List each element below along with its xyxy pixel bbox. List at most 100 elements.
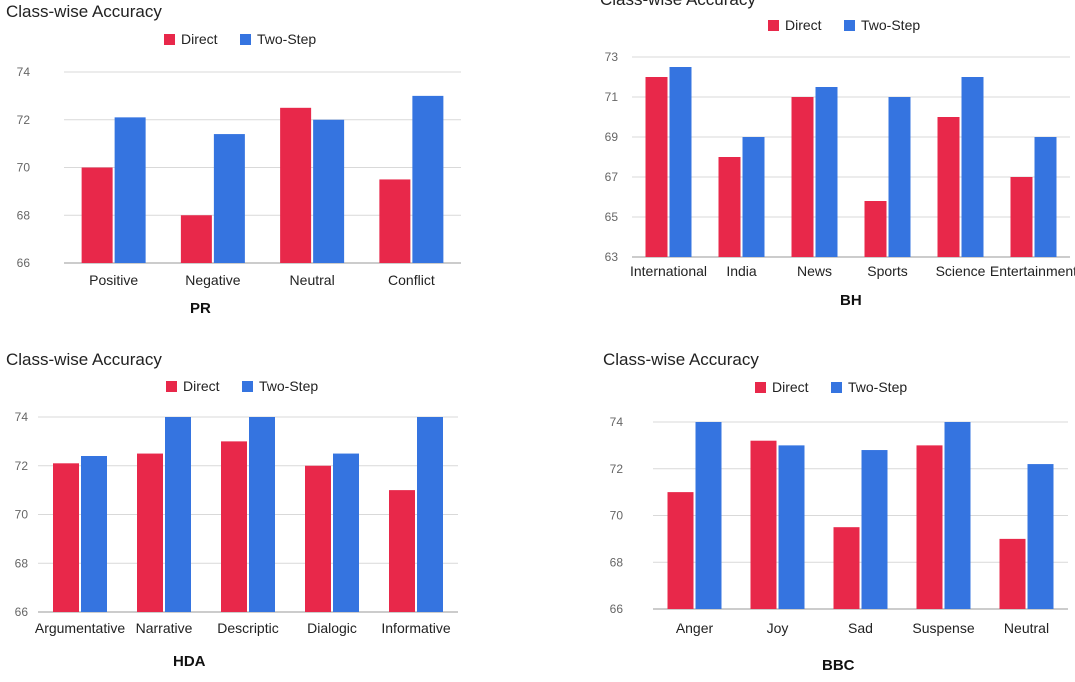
bar-two-step-science bbox=[961, 77, 984, 257]
x-category-label: Science bbox=[936, 263, 986, 279]
chart-panel-pr: Class-wise Accuracy 66 68 70 72 74 Positive Ne… bbox=[6, 2, 476, 320]
legend-label: Two-Step bbox=[848, 379, 907, 395]
x-category-label: Conflict bbox=[388, 272, 435, 288]
bar-two-step-sports bbox=[888, 97, 911, 257]
legend-label: Direct bbox=[183, 378, 220, 394]
bar-direct-argumentative bbox=[53, 463, 79, 612]
bar-direct-suspense bbox=[916, 445, 943, 609]
x-category-label: Entertainment bbox=[990, 263, 1075, 279]
x-category-label: Sad bbox=[848, 620, 873, 636]
x-category-label: Joy bbox=[767, 620, 789, 636]
chart-svg: 63 65 67 69 71 73 International India News Sports… bbox=[605, 17, 1075, 279]
legend-swatch-direct bbox=[768, 20, 779, 31]
chart-title: Class-wise Accuracy bbox=[600, 0, 756, 10]
legend-label: Two-Step bbox=[259, 378, 318, 394]
bar-two-step-india bbox=[742, 137, 765, 257]
y-tick-label: 72 bbox=[610, 462, 624, 476]
x-category-label: Narrative bbox=[136, 620, 193, 636]
bar-two-step-dialogic bbox=[333, 453, 359, 612]
bar-two-step-sad bbox=[861, 450, 888, 609]
bar-direct-joy bbox=[750, 440, 777, 609]
y-tick-label: 67 bbox=[605, 170, 619, 184]
x-category-label: Sports bbox=[867, 263, 907, 279]
bar-two-step-narrative bbox=[165, 417, 191, 612]
x-category-label: Neutral bbox=[1004, 620, 1049, 636]
bar-direct-sad bbox=[833, 527, 860, 609]
legend-swatch-two-step bbox=[844, 20, 855, 31]
bar-two-step-joy bbox=[778, 445, 805, 609]
legend-swatch-direct bbox=[755, 382, 766, 393]
legend-label: Direct bbox=[772, 379, 809, 395]
bar-direct-news bbox=[791, 97, 814, 257]
chart-svg: 66 68 70 72 74 Anger Joy Sad Suspense Neutral Dire… bbox=[610, 379, 1068, 636]
y-tick-label: 68 bbox=[15, 556, 29, 570]
legend-label: Two-Step bbox=[861, 17, 920, 33]
y-tick-label: 71 bbox=[605, 90, 619, 104]
bar-direct-international bbox=[645, 77, 668, 257]
legend-label: Two-Step bbox=[257, 31, 316, 47]
y-tick-label: 66 bbox=[15, 605, 29, 619]
chart-panel-bbc: Class-wise Accuracy 66 68 70 72 74 Anger Joy Sa… bbox=[603, 350, 1075, 680]
legend-swatch-direct bbox=[166, 381, 177, 392]
y-tick-label: 74 bbox=[610, 415, 624, 429]
bar-direct-india bbox=[718, 157, 741, 257]
bar-two-step-positive bbox=[114, 117, 146, 263]
y-tick-label: 70 bbox=[17, 161, 31, 175]
bar-direct-conflict bbox=[379, 179, 411, 263]
bar-two-step-negative bbox=[213, 134, 245, 263]
bar-direct-anger bbox=[667, 492, 694, 609]
chart-panel-hda: Class-wise Accuracy 66 68 70 72 74 Argumentat… bbox=[6, 350, 466, 680]
bar-two-step-conflict bbox=[412, 95, 444, 263]
y-tick-label: 63 bbox=[605, 250, 619, 264]
chart-caption: BBC bbox=[822, 657, 855, 674]
x-category-label: Descriptic bbox=[217, 620, 278, 636]
bar-direct-narrative bbox=[137, 453, 163, 612]
chart-caption: BH bbox=[840, 292, 862, 309]
y-tick-label: 69 bbox=[605, 130, 619, 144]
bar-direct-sports bbox=[864, 201, 887, 257]
x-category-label: News bbox=[797, 263, 832, 279]
bar-two-step-neutral bbox=[313, 119, 345, 263]
y-tick-label: 73 bbox=[605, 50, 619, 64]
bar-two-step-descriptic bbox=[249, 417, 275, 612]
bar-direct-positive bbox=[81, 167, 113, 263]
x-category-label: Positive bbox=[89, 272, 138, 288]
y-tick-label: 68 bbox=[17, 208, 31, 222]
bar-two-step-anger bbox=[695, 422, 722, 609]
bar-direct-science bbox=[937, 117, 960, 257]
y-tick-label: 72 bbox=[17, 113, 31, 127]
legend-swatch-two-step bbox=[242, 381, 253, 392]
bar-two-step-argumentative bbox=[81, 456, 107, 612]
x-category-label: Informative bbox=[381, 620, 450, 636]
y-tick-label: 74 bbox=[17, 65, 31, 79]
bar-direct-descriptic bbox=[221, 441, 247, 612]
bar-two-step-informative bbox=[417, 417, 443, 612]
x-category-label: Neutral bbox=[290, 272, 335, 288]
bar-two-step-news bbox=[815, 87, 838, 257]
legend-swatch-two-step bbox=[831, 382, 842, 393]
legend-label: Direct bbox=[181, 31, 218, 47]
x-category-label: Negative bbox=[185, 272, 240, 288]
x-category-label: International bbox=[630, 263, 707, 279]
bar-direct-informative bbox=[389, 490, 415, 612]
y-tick-label: 66 bbox=[610, 602, 624, 616]
bar-two-step-neutral bbox=[1027, 464, 1054, 609]
y-tick-label: 74 bbox=[15, 410, 29, 424]
bar-direct-entertainment bbox=[1010, 177, 1033, 257]
y-tick-label: 65 bbox=[605, 210, 619, 224]
chart-svg: 66 68 70 72 74 Positive Negative Neutral Conflic… bbox=[17, 31, 461, 288]
chart-title: Class-wise Accuracy bbox=[6, 350, 162, 369]
chart-title: Class-wise Accuracy bbox=[6, 2, 162, 21]
bar-two-step-suspense bbox=[944, 422, 971, 609]
chart-caption: PR bbox=[190, 300, 211, 317]
legend-swatch-direct bbox=[164, 34, 175, 45]
legend-swatch-two-step bbox=[240, 34, 251, 45]
bar-two-step-entertainment bbox=[1034, 137, 1057, 257]
x-category-label: India bbox=[726, 263, 757, 279]
x-category-label: Dialogic bbox=[307, 620, 357, 636]
x-category-label: Suspense bbox=[912, 620, 974, 636]
chart-panel-bh: Class-wise Accuracy 63 65 67 69 71 73 Internat… bbox=[600, 0, 1075, 320]
chart-svg: 66 68 70 72 74 Argumentative Narrative Descript… bbox=[15, 378, 458, 636]
bar-direct-negative bbox=[180, 215, 212, 263]
bar-two-step-international bbox=[669, 67, 692, 257]
